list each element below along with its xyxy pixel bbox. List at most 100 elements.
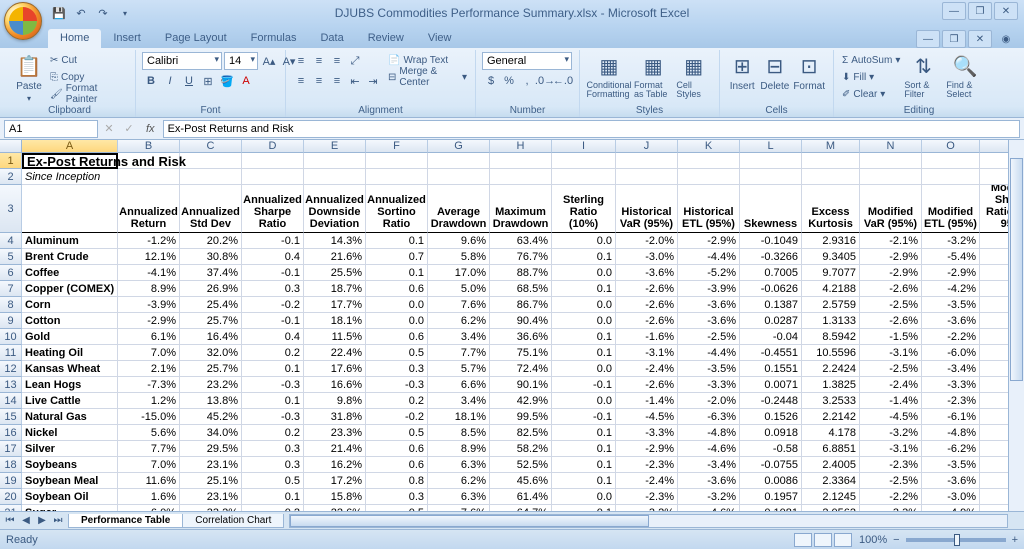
- paste-button[interactable]: 📋Paste▾: [10, 52, 48, 105]
- cell-M18[interactable]: 2.4005: [802, 457, 860, 473]
- cell-F14[interactable]: 0.2: [366, 393, 428, 409]
- office-button[interactable]: [4, 2, 42, 40]
- cell-B15[interactable]: -15.0%: [118, 409, 180, 425]
- enter-icon[interactable]: ✓: [120, 120, 138, 138]
- cell-E16[interactable]: 23.3%: [304, 425, 366, 441]
- cell-K11[interactable]: -4.4%: [678, 345, 740, 361]
- cell-O19[interactable]: -3.6%: [922, 473, 980, 489]
- cell-H4[interactable]: 63.4%: [490, 233, 552, 249]
- cell-N19[interactable]: -2.5%: [860, 473, 922, 489]
- cell-G5[interactable]: 5.8%: [428, 249, 490, 265]
- cell-M5[interactable]: 9.3405: [802, 249, 860, 265]
- number-format-combo[interactable]: General: [482, 52, 572, 70]
- format-table-button[interactable]: ▦Format as Table: [632, 52, 674, 101]
- cell-N8[interactable]: -2.5%: [860, 297, 922, 313]
- cell-K12[interactable]: -3.5%: [678, 361, 740, 377]
- cell-I6[interactable]: 0.0: [552, 265, 616, 281]
- cell-K19[interactable]: -3.6%: [678, 473, 740, 489]
- cell-C14[interactable]: 13.8%: [180, 393, 242, 409]
- cell-A10[interactable]: Gold: [22, 329, 118, 345]
- cell-L4[interactable]: -0.1049: [740, 233, 802, 249]
- cell-H13[interactable]: 90.1%: [490, 377, 552, 393]
- cell-C1[interactable]: [180, 153, 242, 169]
- spreadsheet-grid[interactable]: ABCDEFGHIJKLMNOP1Ex-Post Returns and Ris…: [0, 140, 1024, 511]
- row-header-6[interactable]: 6: [0, 265, 22, 281]
- cell-H16[interactable]: 82.5%: [490, 425, 552, 441]
- row-header-14[interactable]: 14: [0, 393, 22, 409]
- cell-J3[interactable]: Historical VaR (95%): [616, 185, 678, 233]
- cell-L3[interactable]: Skewness: [740, 185, 802, 233]
- indent-inc-icon[interactable]: ⇥: [364, 72, 382, 90]
- row-header-10[interactable]: 10: [0, 329, 22, 345]
- cell-F13[interactable]: -0.3: [366, 377, 428, 393]
- cell-G4[interactable]: 9.6%: [428, 233, 490, 249]
- grow-font-icon[interactable]: A▴: [260, 52, 278, 70]
- cell-A14[interactable]: Live Cattle: [22, 393, 118, 409]
- cell-J10[interactable]: -1.6%: [616, 329, 678, 345]
- cell-K2[interactable]: [678, 169, 740, 185]
- row-header-17[interactable]: 17: [0, 441, 22, 457]
- cell-C19[interactable]: 25.1%: [180, 473, 242, 489]
- cell-A19[interactable]: Soybean Meal: [22, 473, 118, 489]
- cell-G19[interactable]: 6.2%: [428, 473, 490, 489]
- cell-C10[interactable]: 16.4%: [180, 329, 242, 345]
- cell-O10[interactable]: -2.2%: [922, 329, 980, 345]
- cell-F21[interactable]: 0.5: [366, 505, 428, 511]
- cell-I4[interactable]: 0.0: [552, 233, 616, 249]
- cell-D5[interactable]: 0.4: [242, 249, 304, 265]
- cell-O5[interactable]: -5.4%: [922, 249, 980, 265]
- format-cells-button[interactable]: ⊡Format: [791, 52, 827, 94]
- row-header-8[interactable]: 8: [0, 297, 22, 313]
- cell-F17[interactable]: 0.6: [366, 441, 428, 457]
- cell-J2[interactable]: [616, 169, 678, 185]
- ribbon-tab-page-layout[interactable]: Page Layout: [153, 29, 239, 48]
- cell-B19[interactable]: 11.6%: [118, 473, 180, 489]
- cell-C12[interactable]: 25.7%: [180, 361, 242, 377]
- ribbon-tab-review[interactable]: Review: [356, 29, 416, 48]
- cell-N15[interactable]: -4.5%: [860, 409, 922, 425]
- cell-L14[interactable]: -0.2448: [740, 393, 802, 409]
- cell-D13[interactable]: -0.3: [242, 377, 304, 393]
- cell-M3[interactable]: Excess Kurtosis: [802, 185, 860, 233]
- align-bottom-icon[interactable]: ≡: [328, 52, 346, 70]
- insert-cells-button[interactable]: ⊞Insert: [726, 52, 758, 94]
- cell-O9[interactable]: -3.6%: [922, 313, 980, 329]
- cell-K17[interactable]: -4.6%: [678, 441, 740, 457]
- cell-M19[interactable]: 2.3364: [802, 473, 860, 489]
- cell-B3[interactable]: Annualized Return: [118, 185, 180, 233]
- cell-I10[interactable]: 0.1: [552, 329, 616, 345]
- cell-M9[interactable]: 1.3133: [802, 313, 860, 329]
- cell-O20[interactable]: -3.0%: [922, 489, 980, 505]
- cell-D17[interactable]: 0.3: [242, 441, 304, 457]
- cell-E6[interactable]: 25.5%: [304, 265, 366, 281]
- name-box[interactable]: A1: [4, 120, 98, 138]
- align-right-icon[interactable]: ≡: [328, 72, 346, 90]
- cell-N4[interactable]: -2.1%: [860, 233, 922, 249]
- cell-L20[interactable]: 0.1957: [740, 489, 802, 505]
- cell-J20[interactable]: -2.3%: [616, 489, 678, 505]
- cell-L18[interactable]: -0.0755: [740, 457, 802, 473]
- cell-E7[interactable]: 18.7%: [304, 281, 366, 297]
- cell-C16[interactable]: 34.0%: [180, 425, 242, 441]
- cell-B14[interactable]: 1.2%: [118, 393, 180, 409]
- cell-D16[interactable]: 0.2: [242, 425, 304, 441]
- cell-L9[interactable]: 0.0287: [740, 313, 802, 329]
- cell-A2[interactable]: Since Inception: [22, 169, 118, 185]
- cell-F5[interactable]: 0.7: [366, 249, 428, 265]
- cell-H19[interactable]: 45.6%: [490, 473, 552, 489]
- cell-M17[interactable]: 6.8851: [802, 441, 860, 457]
- cell-C18[interactable]: 23.1%: [180, 457, 242, 473]
- cell-O2[interactable]: [922, 169, 980, 185]
- cancel-icon[interactable]: ✕: [100, 120, 118, 138]
- cell-L6[interactable]: 0.7005: [740, 265, 802, 281]
- cell-K5[interactable]: -4.4%: [678, 249, 740, 265]
- col-header-E[interactable]: E: [304, 140, 366, 153]
- select-all-corner[interactable]: [0, 140, 22, 153]
- cell-J15[interactable]: -4.5%: [616, 409, 678, 425]
- ribbon-tab-insert[interactable]: Insert: [101, 29, 153, 48]
- cell-N1[interactable]: [860, 153, 922, 169]
- cell-I14[interactable]: 0.0: [552, 393, 616, 409]
- fx-icon[interactable]: fx: [140, 123, 161, 135]
- cell-C9[interactable]: 25.7%: [180, 313, 242, 329]
- cell-F16[interactable]: 0.5: [366, 425, 428, 441]
